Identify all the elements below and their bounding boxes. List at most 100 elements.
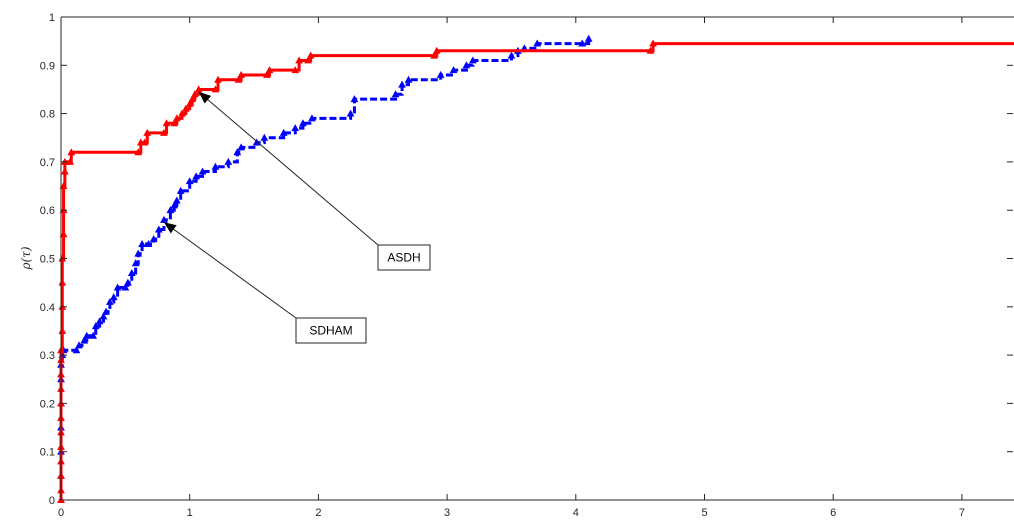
data-point-marker (154, 225, 163, 233)
data-point-marker (170, 201, 179, 209)
data-point-marker (462, 61, 471, 69)
data-point-marker (82, 331, 91, 339)
data-point-marker (66, 157, 74, 165)
annotation-asdh: ASDH (198, 91, 431, 271)
data-point-marker (185, 99, 194, 107)
data-point-marker (166, 206, 175, 214)
data-point-marker (99, 312, 108, 320)
data-point-marker (176, 186, 185, 194)
x-tick-label: 3 (444, 507, 450, 519)
data-point-marker (291, 124, 300, 132)
data-point-marker (109, 293, 118, 301)
annotation-arrow-head (198, 91, 212, 104)
data-point-marker (306, 51, 315, 59)
data-point-marker (649, 39, 657, 47)
data-point-marker (237, 143, 246, 151)
data-point-marker (67, 148, 76, 156)
y-tick-label: 0.2 (40, 398, 55, 410)
data-point-marker (430, 51, 439, 59)
data-point-marker (75, 341, 83, 349)
y-tick-label: 0.7 (40, 157, 55, 169)
x-tick-label: 7 (959, 507, 965, 519)
data-point-marker (80, 336, 89, 344)
data-point-marker (432, 46, 441, 54)
y-tick-label: 1 (49, 12, 55, 24)
y-tick-label: 0.8 (40, 109, 55, 121)
data-point-marker (260, 133, 269, 141)
x-tick-label: 6 (830, 507, 836, 519)
data-point-marker (113, 283, 122, 291)
data-point-marker (59, 230, 68, 238)
data-point-marker (211, 85, 220, 93)
y-tick-label: 0.3 (40, 350, 55, 362)
data-point-marker (299, 119, 307, 127)
ticks-layer: 0 1 2 3 4 5 6 7 0 0.1 0.2 0.3 0.4 0.5 0.6 0.7 0.8 0.9 1 (40, 12, 1013, 519)
data-point-marker (211, 162, 220, 170)
data-point-marker (304, 56, 312, 64)
annotation-box (377, 244, 431, 271)
data-point-marker (308, 114, 316, 122)
data-point-marker (144, 239, 153, 247)
data-point-marker (172, 196, 181, 204)
y-tick-label: 0.5 (40, 254, 55, 266)
x-tick-label: 0 (58, 507, 64, 519)
data-point-marker (60, 167, 69, 175)
data-point-marker (295, 56, 303, 64)
data-point-marker (291, 66, 300, 74)
y-tick-label: 0.4 (40, 302, 55, 314)
annotation-arrow-head (163, 222, 177, 234)
data-point-marker (279, 128, 288, 136)
data-point-marker (391, 90, 400, 98)
annotation-sdham: SDHAM (163, 221, 367, 344)
data-point-marker (185, 177, 194, 185)
data-point-marker (170, 119, 179, 127)
y-axis-label: ρ(τ) (19, 246, 33, 270)
data-point-marker (149, 235, 158, 243)
data-point-marker (188, 95, 197, 103)
data-point-marker (138, 239, 146, 247)
data-point-marker (233, 148, 242, 156)
data-point-marker (131, 259, 140, 267)
data-point-marker (234, 75, 243, 83)
x-tick-label: 4 (573, 507, 579, 519)
data-point-marker (224, 157, 233, 165)
annotation-arrow-line (163, 221, 297, 319)
y-tick-label: 0.9 (40, 60, 55, 72)
data-point-marker (214, 75, 222, 83)
data-point-marker (190, 90, 199, 98)
data-point-marker (346, 109, 355, 117)
annotation-arrow-line (198, 91, 379, 246)
data-point-marker (134, 148, 143, 156)
plot-area (61, 17, 1014, 500)
data-point-marker (646, 46, 655, 54)
data-point-marker (578, 39, 587, 47)
data-point-marker (121, 283, 130, 291)
y-tick-label: 0.6 (40, 205, 55, 217)
annotation-label: ASDH (387, 251, 420, 265)
x-tick-label: 1 (187, 507, 193, 519)
data-point-marker (59, 182, 68, 190)
data-point-marker (102, 307, 110, 315)
data-point-marker (398, 80, 406, 88)
y-tick-label: 0.1 (40, 447, 55, 459)
data-point-marker (162, 119, 171, 127)
data-point-marker (404, 75, 413, 83)
x-tick-label: 5 (701, 507, 707, 519)
y-tick-label: 0 (49, 495, 55, 507)
data-point-marker (95, 317, 104, 325)
series-line (59, 38, 591, 500)
data-point-marker (198, 167, 207, 175)
data-point-marker (89, 331, 98, 339)
annotation-layer: ASDH SDHAM (163, 91, 431, 344)
data-point-marker (181, 104, 190, 112)
data-point-marker (91, 322, 100, 330)
data-point-marker (436, 70, 445, 78)
data-point-marker (192, 172, 201, 180)
annotation-label: SDHAM (309, 324, 352, 338)
data-point-marker (468, 56, 477, 64)
data-point-marker (134, 249, 143, 257)
data-point-marker (265, 66, 274, 74)
data-point-marker (72, 346, 81, 354)
data-point-marker (172, 114, 181, 122)
